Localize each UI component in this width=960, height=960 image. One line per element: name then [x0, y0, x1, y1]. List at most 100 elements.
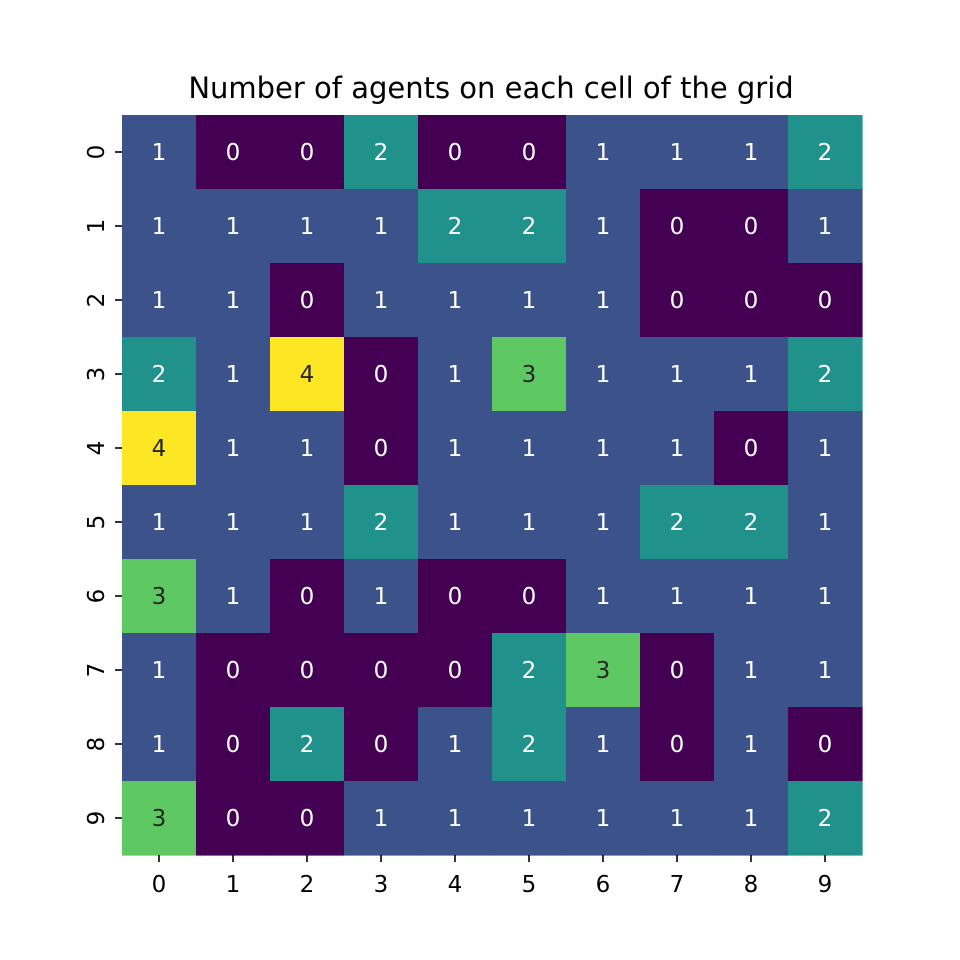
cell-value-label: 0 — [744, 214, 759, 240]
heatmap-cell-r9-c2 — [270, 781, 345, 856]
heatmap-cell-r6-c5 — [492, 559, 567, 634]
cell-value-label: 1 — [522, 288, 537, 314]
heatmap-cell-r6-c3 — [344, 559, 419, 634]
cell-value-label: 4 — [300, 362, 315, 388]
y-tick-label: 8 — [84, 737, 110, 752]
cell-value-label: 0 — [374, 362, 389, 388]
heatmap-cell-r5-c7 — [640, 485, 715, 560]
heatmap-cell-r6-c4 — [418, 559, 493, 634]
heatmap-cell-r1-c0 — [122, 189, 197, 264]
heatmap-cell-r2-c0 — [122, 263, 197, 338]
cell-value-label: 1 — [522, 806, 537, 832]
cell-value-label: 0 — [300, 140, 315, 166]
cell-value-label: 1 — [744, 806, 759, 832]
cell-value-label: 1 — [226, 584, 241, 610]
cell-value-label: 1 — [670, 140, 685, 166]
cell-value-label: 1 — [300, 436, 315, 462]
heatmap-cell-r2-c4 — [418, 263, 493, 338]
cell-value-label: 2 — [522, 214, 537, 240]
y-tick-label: 5 — [84, 515, 110, 530]
heatmap-cell-r7-c1 — [196, 633, 271, 708]
cell-value-label: 1 — [522, 436, 537, 462]
heatmap-cell-r0-c6 — [566, 115, 641, 190]
heatmap-cell-r1-c3 — [344, 189, 419, 264]
heatmap-cell-r5-c6 — [566, 485, 641, 560]
cell-value-label: 2 — [300, 732, 315, 758]
heatmap-cell-r8-c4 — [418, 707, 493, 782]
cell-value-label: 1 — [226, 214, 241, 240]
x-tick-label: 2 — [300, 872, 315, 898]
cell-value-label: 1 — [152, 658, 167, 684]
heatmap-cell-r9-c5 — [492, 781, 567, 856]
cell-value-label: 0 — [226, 732, 241, 758]
cell-value-label: 3 — [152, 584, 167, 610]
heatmap-cell-r3-c6 — [566, 337, 641, 412]
heatmap-cell-r1-c1 — [196, 189, 271, 264]
heatmap-cell-r7-c2 — [270, 633, 345, 708]
heatmap-cell-r0-c2 — [270, 115, 345, 190]
heatmap-cell-r0-c7 — [640, 115, 715, 190]
y-tick-label: 6 — [84, 589, 110, 604]
heatmap-cell-r9-c9 — [788, 781, 863, 856]
cell-value-label: 1 — [226, 362, 241, 388]
cell-value-label: 2 — [522, 732, 537, 758]
heatmap-cell-r3-c9 — [788, 337, 863, 412]
heatmap-cell-r4-c7 — [640, 411, 715, 486]
heatmap-cell-r7-c3 — [344, 633, 419, 708]
heatmap-cell-r4-c1 — [196, 411, 271, 486]
cell-value-label: 1 — [152, 288, 167, 314]
cell-value-label: 1 — [818, 214, 833, 240]
cell-value-label: 2 — [374, 140, 389, 166]
heatmap-cell-r0-c1 — [196, 115, 271, 190]
cell-value-label: 2 — [818, 140, 833, 166]
heatmap-cell-r3-c8 — [714, 337, 789, 412]
x-axis: 0 1 2 3 4 5 6 7 8 9 — [152, 855, 832, 898]
cell-value-label: 1 — [448, 510, 463, 536]
cell-value-label: 1 — [818, 584, 833, 610]
heatmap-cell-r1-c9 — [788, 189, 863, 264]
heatmap-cell-r2-c6 — [566, 263, 641, 338]
cell-value-label: 0 — [300, 806, 315, 832]
y-tick-label: 2 — [84, 293, 110, 308]
heatmap-cell-r3-c1 — [196, 337, 271, 412]
cell-value-label: 0 — [374, 436, 389, 462]
heatmap-cell-r9-c0 — [122, 781, 197, 856]
heatmap-cell-r3-c5 — [492, 337, 567, 412]
cell-value-label: 2 — [448, 214, 463, 240]
heatmap-cell-r7-c0 — [122, 633, 197, 708]
heatmap-cell-labels: 1 0 0 2 0 0 1 1 1 2 1 1 1 1 2 2 1 0 0 1 1 1 0 1 1 1 1 0 0 0 2 1 4 0 1 3 1 1 1 2… — [152, 140, 833, 832]
y-tick-label: 7 — [84, 663, 110, 678]
cell-value-label: 3 — [152, 806, 167, 832]
heatmap-cell-r8-c0 — [122, 707, 197, 782]
y-tick-label: 3 — [84, 367, 110, 382]
x-tick-label: 0 — [152, 872, 167, 898]
cell-value-label: 0 — [670, 658, 685, 684]
cell-value-label: 1 — [448, 732, 463, 758]
heatmap-cell-r1-c8 — [714, 189, 789, 264]
cell-value-label: 1 — [744, 140, 759, 166]
cell-value-label: 1 — [670, 436, 685, 462]
heatmap-cell-r5-c0 — [122, 485, 197, 560]
x-tick-label: 4 — [448, 872, 463, 898]
cell-value-label: 1 — [596, 288, 611, 314]
heatmap-cell-r5-c9 — [788, 485, 863, 560]
cell-value-label: 1 — [596, 732, 611, 758]
cell-value-label: 0 — [374, 732, 389, 758]
heatmap-cell-r4-c6 — [566, 411, 641, 486]
cell-value-label: 1 — [522, 510, 537, 536]
y-tick-label: 0 — [84, 145, 110, 160]
heatmap-cell-r3-c2 — [270, 337, 345, 412]
heatmap-cell-r6-c6 — [566, 559, 641, 634]
heatmap-cell-r2-c8 — [714, 263, 789, 338]
cell-value-label: 1 — [596, 510, 611, 536]
heatmap-cell-r4-c2 — [270, 411, 345, 486]
cell-value-label: 0 — [226, 140, 241, 166]
heatmap-cell-r6-c0 — [122, 559, 197, 634]
cell-value-label: 1 — [152, 214, 167, 240]
cell-value-label: 1 — [596, 362, 611, 388]
heatmap-cell-r2-c5 — [492, 263, 567, 338]
heatmap-cell-r9-c4 — [418, 781, 493, 856]
cell-value-label: 2 — [152, 362, 167, 388]
cell-value-label: 1 — [374, 806, 389, 832]
